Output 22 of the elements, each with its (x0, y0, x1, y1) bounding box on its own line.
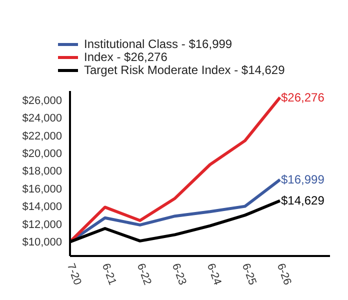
y-tick-label: $14,000 (22, 201, 62, 214)
x-tick-label: 6-25 (239, 262, 258, 287)
x-tick-label: 6-26 (274, 262, 294, 287)
legend-label: Target Risk Moderate Index - $14,629 (84, 63, 285, 77)
x-tick-label: 6-24 (204, 262, 224, 287)
data-label: $26,276 (281, 90, 325, 104)
y-tick-label: $24,000 (22, 112, 62, 125)
y-tick-label: $12,000 (22, 218, 62, 231)
legend-label: Institutional Class - $16,999 (84, 37, 232, 51)
y-tick-label: $20,000 (22, 148, 62, 160)
y-tick-label: $16,000 (22, 183, 62, 196)
y-tick-label: $10,000 (22, 236, 62, 249)
y-tick-label: $26,000 (22, 94, 62, 107)
data-label: $14,629 (281, 194, 325, 208)
y-tick-label: $22,000 (22, 130, 62, 142)
data-label: $16,999 (281, 172, 325, 187)
x-tick-label: 6-21 (99, 262, 118, 287)
x-tick-label: 7-20 (64, 262, 84, 287)
legend-label: Index - $26,276 (84, 50, 168, 64)
y-tick-label: $18,000 (22, 166, 62, 178)
x-tick-label: 6-23 (169, 262, 188, 287)
x-tick-label: 6-22 (134, 262, 154, 287)
